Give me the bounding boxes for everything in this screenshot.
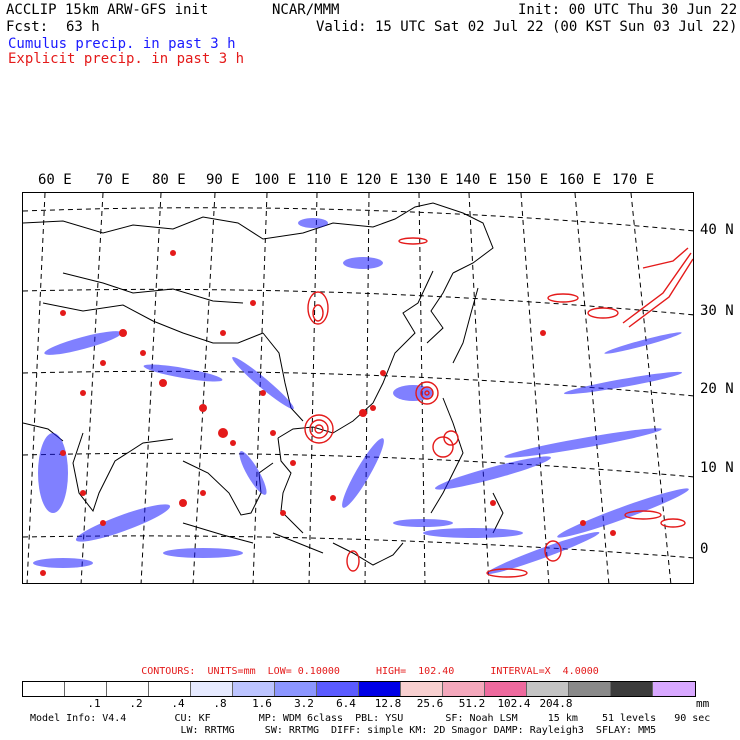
scale-tick-label: 51.2	[458, 697, 486, 710]
scale-cell	[23, 682, 65, 696]
scale-tick-label: .2	[129, 697, 143, 710]
legend-cumulus: Cumulus precip. in past 3 h	[8, 36, 236, 52]
lon-label: 150 E	[506, 172, 549, 188]
lon-label: 160 E	[559, 172, 602, 188]
lon-label: 120 E	[356, 172, 399, 188]
scale-cell	[317, 682, 359, 696]
explicit-precip-cells	[40, 250, 616, 576]
contours-info: CONTOURS: UNITS=mm LOW= 0.10000 HIGH= 10…	[141, 666, 599, 677]
scale-tick-label: .8	[213, 697, 227, 710]
scale-cell	[401, 682, 443, 696]
fcst-value: 63 h	[66, 19, 100, 35]
lon-label: 110 E	[306, 172, 349, 188]
scale-tick-label: .1	[87, 697, 101, 710]
lon-label: 140 E	[455, 172, 498, 188]
color-scale	[22, 681, 696, 697]
scale-cell	[569, 682, 611, 696]
scale-tick-label: 204.8	[539, 697, 573, 710]
lon-label: 130 E	[406, 172, 449, 188]
model-info-line1: Model Info: V4.4 CU: KF MP: WDM 6class P…	[30, 713, 711, 724]
precip-map	[22, 192, 694, 584]
scale-cell	[107, 682, 149, 696]
coastlines	[23, 202, 504, 566]
lon-label: 100 E	[254, 172, 297, 188]
lon-label: 170 E	[612, 172, 655, 188]
scale-tick-label: 25.6	[416, 697, 444, 710]
scale-cell	[443, 682, 485, 696]
cumulus-precip	[33, 218, 689, 575]
init-time: Init: 00 UTC Thu 30 Jun 22	[518, 2, 738, 18]
scale-cell	[149, 682, 191, 696]
scale-cell	[611, 682, 653, 696]
lat-label: 20 N	[700, 381, 734, 397]
scale-cell	[527, 682, 569, 696]
scale-tick-label: 3.2	[294, 697, 314, 710]
lat-label: 30 N	[700, 303, 734, 319]
scale-cell	[359, 682, 401, 696]
lon-label: 60 E	[38, 172, 72, 188]
legend-explicit: Explicit precip. in past 3 h	[8, 51, 245, 67]
scale-tick-label: 12.8	[374, 697, 402, 710]
scale-tick-label: 102.4	[497, 697, 531, 710]
org-label: NCAR/MMM	[272, 2, 340, 18]
scale-unit: mm	[696, 697, 710, 710]
fcst-label: Fcst:	[6, 19, 49, 35]
scale-cell	[65, 682, 107, 696]
scale-cell	[653, 682, 695, 696]
map-canvas	[23, 193, 693, 583]
scale-tick-label: 6.4	[336, 697, 356, 710]
lon-label: 70 E	[96, 172, 130, 188]
explicit-precip	[304, 237, 693, 578]
scale-cell	[275, 682, 317, 696]
model-info-line2: LW: RRTMG SW: RRTMG DIFF: simple KM: 2D …	[30, 725, 657, 736]
lon-label: 80 E	[152, 172, 186, 188]
lat-label: 40 N	[700, 222, 734, 238]
scale-cell	[485, 682, 527, 696]
scale-tick-label: 1.6	[252, 697, 272, 710]
scale-cell	[233, 682, 275, 696]
lat-label: 0	[700, 541, 709, 557]
lon-label: 90 E	[206, 172, 240, 188]
scale-tick-label: .4	[171, 697, 185, 710]
valid-time: Valid: 15 UTC Sat 02 Jul 22 (00 KST Sun …	[316, 19, 738, 35]
model-title: ACCLIP 15km ARW-GFS init	[6, 2, 209, 18]
scale-cell	[191, 682, 233, 696]
lat-label: 10 N	[700, 460, 734, 476]
